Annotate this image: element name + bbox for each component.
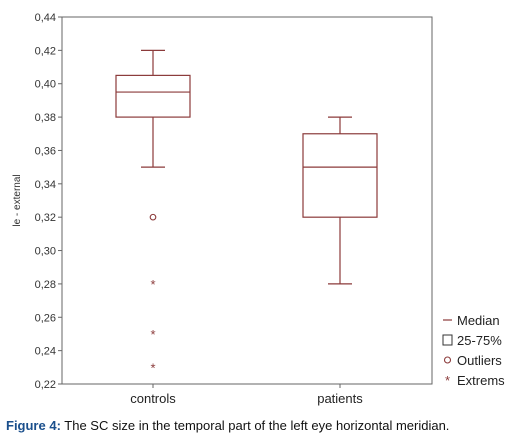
y-tick-label: 0,38 (35, 112, 56, 124)
x-category-label: controls (130, 391, 176, 406)
extreme-point: * (150, 327, 155, 342)
y-tick-label: 0,26 (35, 312, 56, 324)
chart-figure: 0,22 0,24 0,26 0,28 0,30 0,32 0,34 0,36 0,38 0,40… (12, 12, 505, 406)
y-axis-label: le - external (12, 174, 23, 226)
plot-frame (61, 16, 433, 385)
legend-item-label: Median (457, 313, 500, 328)
legend-item-label: 25-75% (457, 333, 502, 348)
y-tick-label: 0,22 (35, 379, 56, 391)
box-plot: 0,22 0,24 0,26 0,28 0,30 0,32 0,34 0,36 0,38 0,40… (12, 12, 505, 406)
caption-label: Figure 4: (6, 418, 61, 433)
legend-item-label: Outliers (457, 353, 502, 368)
y-tick-label: 0,40 (35, 79, 56, 91)
y-tick-label: 0,36 (35, 145, 56, 157)
caption-text: The SC size in the temporal part of the … (60, 418, 450, 433)
x-category-label: patients (317, 391, 363, 406)
iqr-box (115, 74, 191, 118)
legend-item-label: Extrems (457, 373, 505, 388)
y-tick-label: 0,32 (35, 212, 56, 224)
y-tick-label: 0,44 (35, 12, 56, 24)
y-tick-label: 0,34 (35, 179, 56, 191)
extreme-point: * (150, 360, 155, 375)
legend-extreme-symbol: * (445, 373, 450, 388)
iqr-box (302, 133, 378, 218)
y-tick-label: 0,24 (35, 346, 56, 358)
figure-caption: Figure 4: The SC size in the temporal pa… (6, 418, 528, 433)
outlier-point (149, 213, 157, 221)
extreme-point: * (150, 277, 155, 292)
y-tick-label: 0,28 (35, 279, 56, 291)
legend-outlier-symbol (443, 356, 452, 364)
y-tick-label: 0,30 (35, 246, 56, 258)
legend-box-symbol (442, 334, 453, 346)
y-tick-label: 0,42 (35, 45, 56, 57)
